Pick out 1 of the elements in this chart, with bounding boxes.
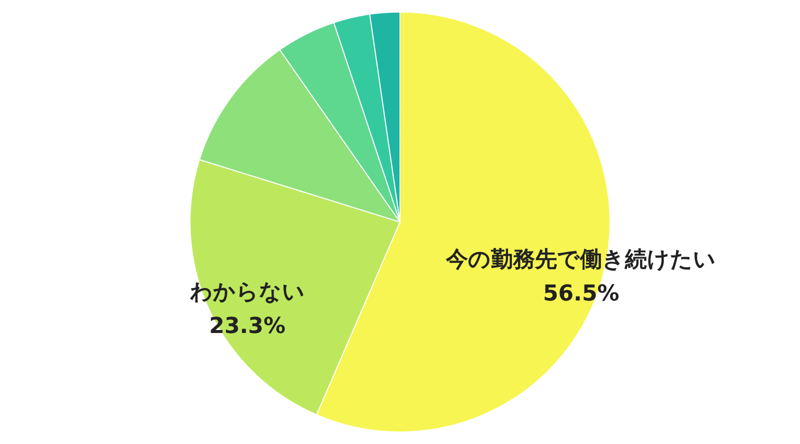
slice-label: 今の勤務先で働き続けたい xyxy=(445,248,716,273)
